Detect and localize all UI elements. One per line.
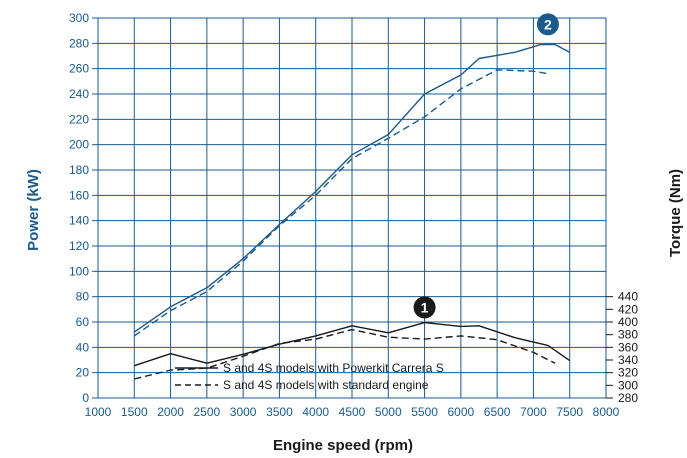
x-tick-label: 4000 xyxy=(302,405,329,419)
x-tick-label: 6000 xyxy=(448,405,475,419)
y-tick-label-left: 280 xyxy=(69,36,89,50)
y-tick-label-left: 220 xyxy=(69,112,89,126)
legend-label: S and 4S models with Powerkit Carrera S xyxy=(223,361,444,375)
x-tick-label: 5000 xyxy=(375,405,402,419)
y-tick-label-left: 160 xyxy=(69,188,89,202)
y-tick-label-right: 340 xyxy=(618,353,638,367)
y-tick-label-left: 20 xyxy=(76,366,90,380)
y-tick-label-right: 440 xyxy=(618,290,638,304)
marker-label-2: 2 xyxy=(544,16,552,32)
y-tick-label-left: 140 xyxy=(69,214,89,228)
torque-curve-solid xyxy=(134,321,571,367)
y-tick-label-left: 240 xyxy=(69,87,89,101)
x-tick-label: 7000 xyxy=(520,405,547,419)
power-curve-solid xyxy=(133,43,571,333)
y-tick-label-left: 200 xyxy=(69,138,89,152)
y-tick-label-left: 40 xyxy=(76,340,90,354)
y-axis-title-left: Power (kW) xyxy=(25,169,42,251)
y-tick-label-left: 80 xyxy=(76,290,90,304)
x-tick-label: 3000 xyxy=(230,405,257,419)
x-tick-label: 3500 xyxy=(266,405,293,419)
legend-label: S and 4S models with standard engine xyxy=(223,378,429,392)
x-tick-label: 4500 xyxy=(339,405,366,419)
y-tick-label-right: 400 xyxy=(618,315,638,329)
y-tick-label-right: 320 xyxy=(618,366,638,380)
x-tick-label: 1000 xyxy=(85,405,112,419)
y-tick-label-left: 0 xyxy=(82,391,89,405)
x-tick-label: 6500 xyxy=(484,405,511,419)
y-tick-label-right: 420 xyxy=(618,302,638,316)
y-axis-title-right: Torque (Nm) xyxy=(667,169,684,257)
y-tick-label-left: 120 xyxy=(69,239,89,253)
y-tick-label-right: 380 xyxy=(618,328,638,342)
x-tick-label: 5500 xyxy=(411,405,438,419)
x-tick-label: 1500 xyxy=(121,405,148,419)
x-tick-label: 2500 xyxy=(194,405,221,419)
power-curve-dashed xyxy=(133,69,549,337)
x-tick-label: 2000 xyxy=(157,405,184,419)
y-tick-label-left: 260 xyxy=(69,62,89,76)
marker-label-1: 1 xyxy=(421,299,429,315)
marker-circle-1 xyxy=(413,296,436,319)
y-tick-label-left: 300 xyxy=(69,11,89,25)
y-tick-label-left: 180 xyxy=(69,163,89,177)
y-tick-label-left: 100 xyxy=(69,264,89,278)
y-tick-label-left: 60 xyxy=(76,315,90,329)
marker-circle-2 xyxy=(536,13,559,36)
y-tick-label-right: 280 xyxy=(618,391,638,405)
y-tick-label-right: 300 xyxy=(618,378,638,392)
y-tick-label-right: 360 xyxy=(618,340,638,354)
x-tick-label: 8000 xyxy=(593,405,620,419)
torque-curve-dashed xyxy=(134,328,556,380)
x-axis-title: Engine speed (rpm) xyxy=(273,437,413,454)
x-tick-label: 7500 xyxy=(556,405,583,419)
